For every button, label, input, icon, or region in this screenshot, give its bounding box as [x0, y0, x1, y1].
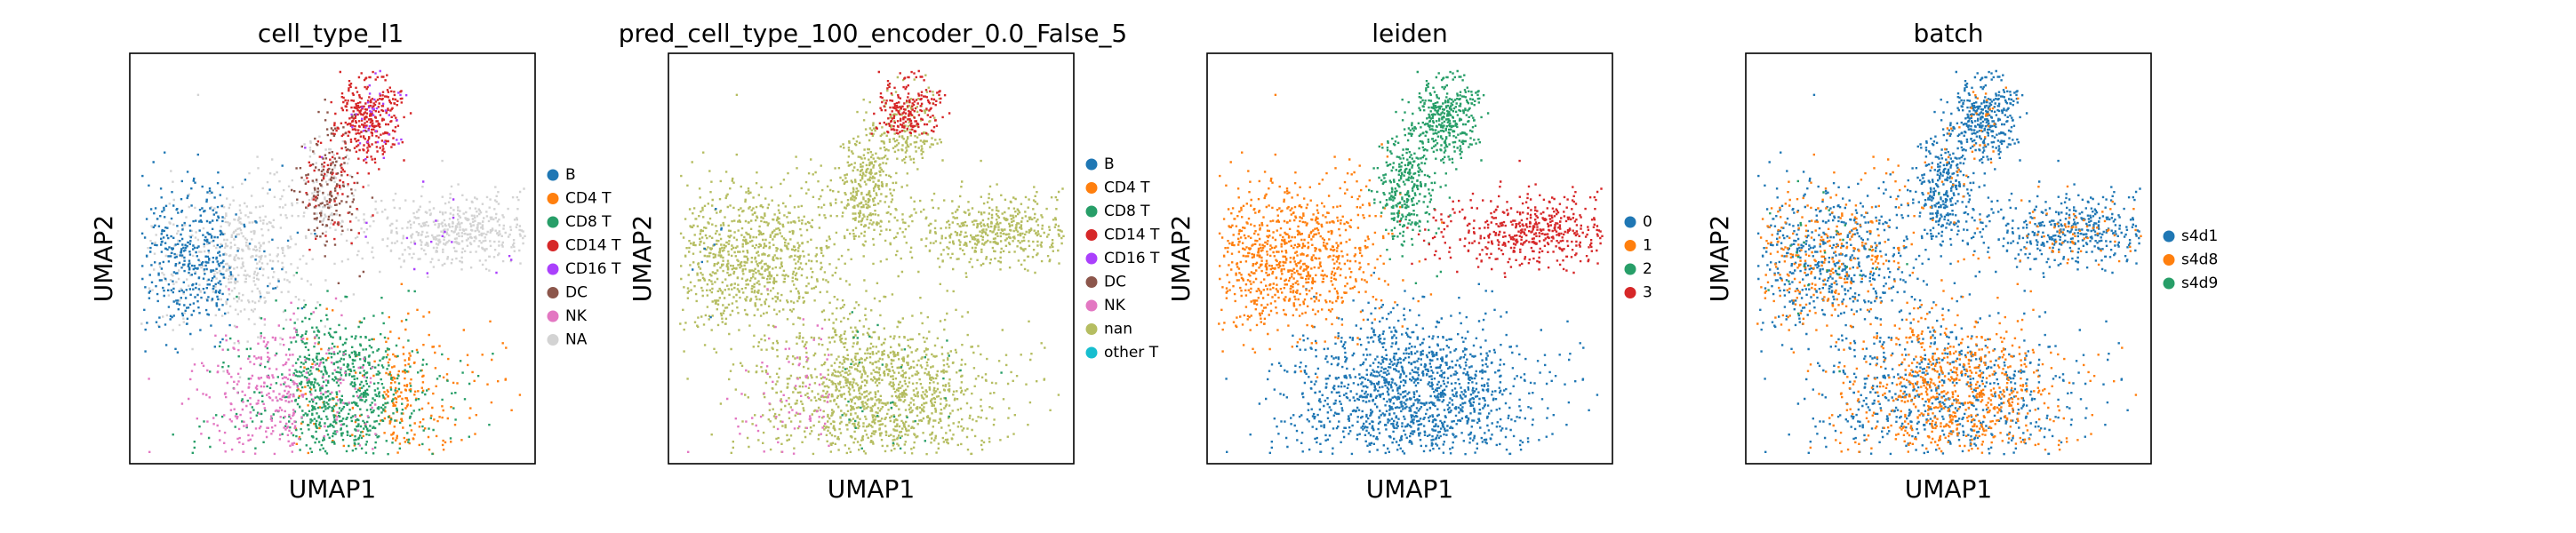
- panel-title: cell_type_l1: [258, 19, 404, 48]
- x-axis-label: UMAP1: [828, 474, 916, 504]
- legend-marker: [547, 193, 559, 204]
- scatter-points: [140, 69, 526, 456]
- panel-title: batch: [1913, 19, 1983, 48]
- legend-label: DC: [565, 284, 588, 302]
- legend-marker: [547, 216, 559, 228]
- scatter-points: [679, 69, 1065, 456]
- points-nan: [679, 74, 1065, 456]
- panel-cell-type-l1: cell_type_l1 UMAP1 UMAP2 B CD4 T CD8 T CD14…: [89, 19, 621, 504]
- legend-marker: [547, 334, 559, 346]
- points-2: [1368, 69, 1490, 284]
- points-3: [1398, 159, 1604, 278]
- y-axis-label: UMAP2: [628, 215, 657, 303]
- legend-marker: [2163, 254, 2175, 266]
- legend: B CD4 T CD8 T CD14 T CD16 T DC NK NA: [547, 166, 621, 349]
- legend-label: CD8 T: [565, 213, 612, 231]
- legend-marker: [1085, 229, 1098, 241]
- points-cd8-t: [172, 271, 494, 456]
- x-axis-label: UMAP1: [1905, 474, 1993, 504]
- x-axis-label: UMAP1: [1366, 474, 1454, 504]
- legend: s4d1 s4d8 s4d9: [2163, 227, 2218, 292]
- legend-label: CD8 T: [1104, 203, 1150, 220]
- legend-marker: [1085, 276, 1098, 288]
- y-axis-label: UMAP2: [1166, 215, 1196, 303]
- legend-label: CD4 T: [565, 190, 612, 208]
- points-s4d8: [1756, 86, 2142, 454]
- legend-marker: [2163, 230, 2175, 243]
- panel-leiden: leiden UMAP1 UMAP2 0 1 2 3: [1166, 19, 1652, 504]
- legend-label: B: [1104, 155, 1115, 173]
- plot-frame: [668, 52, 1075, 465]
- legend-marker: [547, 263, 559, 275]
- legend-label: 3: [1643, 284, 1652, 302]
- legend-label: s4d9: [2181, 274, 2218, 292]
- legend-marker: [547, 240, 559, 251]
- legend-label: B: [565, 166, 576, 184]
- legend-marker: [1085, 252, 1098, 265]
- legend-marker: [1624, 287, 1636, 298]
- legend-marker: [1624, 263, 1636, 275]
- points-cd14-t: [305, 70, 412, 251]
- points-cd14-t: [870, 69, 951, 135]
- legend-marker: [1085, 299, 1098, 312]
- legend-label: NK: [1104, 297, 1126, 314]
- legend-marker: [1085, 323, 1098, 335]
- legend-marker: [547, 287, 559, 298]
- legend-marker: [1624, 216, 1636, 228]
- panel-batch: batch UMAP1 UMAP2 s4d1 s4d8 s4d9: [1705, 19, 2218, 504]
- points-na: [140, 93, 526, 378]
- legend-label: CD14 T: [565, 237, 621, 255]
- legend-marker: [547, 169, 559, 181]
- legend-label: other T: [1104, 344, 1159, 362]
- legend-label: NA: [565, 331, 588, 349]
- plot-frame: [1745, 52, 2152, 465]
- panel-pred-cell-type: pred_cell_type_100_encoder_0.0_False_5 U…: [619, 19, 1160, 504]
- legend-label: s4d8: [2181, 251, 2218, 269]
- legend: 0 1 2 3: [1624, 213, 1652, 302]
- plot-frame: [129, 52, 536, 465]
- x-axis-label: UMAP1: [289, 474, 377, 504]
- legend-label: CD14 T: [1104, 227, 1160, 244]
- legend-label: CD4 T: [1104, 179, 1150, 197]
- legend-marker: [1624, 240, 1636, 251]
- scatter-points: [1756, 69, 2142, 456]
- legend: B CD4 T CD8 T CD14 T CD16 T DC NK nan other T: [1085, 155, 1160, 362]
- points-0: [1225, 271, 1599, 456]
- legend-label: CD16 T: [1104, 250, 1160, 267]
- scatter-points: [1218, 69, 1604, 456]
- legend-label: 0: [1643, 213, 1652, 231]
- y-axis-label: UMAP2: [89, 215, 118, 303]
- plot-frame: [1206, 52, 1613, 465]
- legend-marker: [1085, 346, 1098, 359]
- legend-label: NK: [565, 307, 588, 325]
- legend-label: s4d1: [2181, 227, 2218, 245]
- legend-marker: [547, 310, 559, 322]
- legend-label: 2: [1643, 260, 1652, 278]
- legend-marker: [2163, 277, 2175, 290]
- panel-title: leiden: [1372, 19, 1448, 48]
- legend-label: nan: [1104, 321, 1132, 338]
- legend-marker: [1085, 182, 1098, 194]
- y-axis-label: UMAP2: [1705, 215, 1734, 303]
- legend-label: DC: [1104, 274, 1126, 291]
- legend-label: CD16 T: [565, 260, 621, 278]
- panel-title: pred_cell_type_100_encoder_0.0_False_5: [619, 19, 1127, 48]
- legend-marker: [1085, 158, 1098, 171]
- legend-label: 1: [1643, 237, 1652, 255]
- legend-marker: [1085, 205, 1098, 218]
